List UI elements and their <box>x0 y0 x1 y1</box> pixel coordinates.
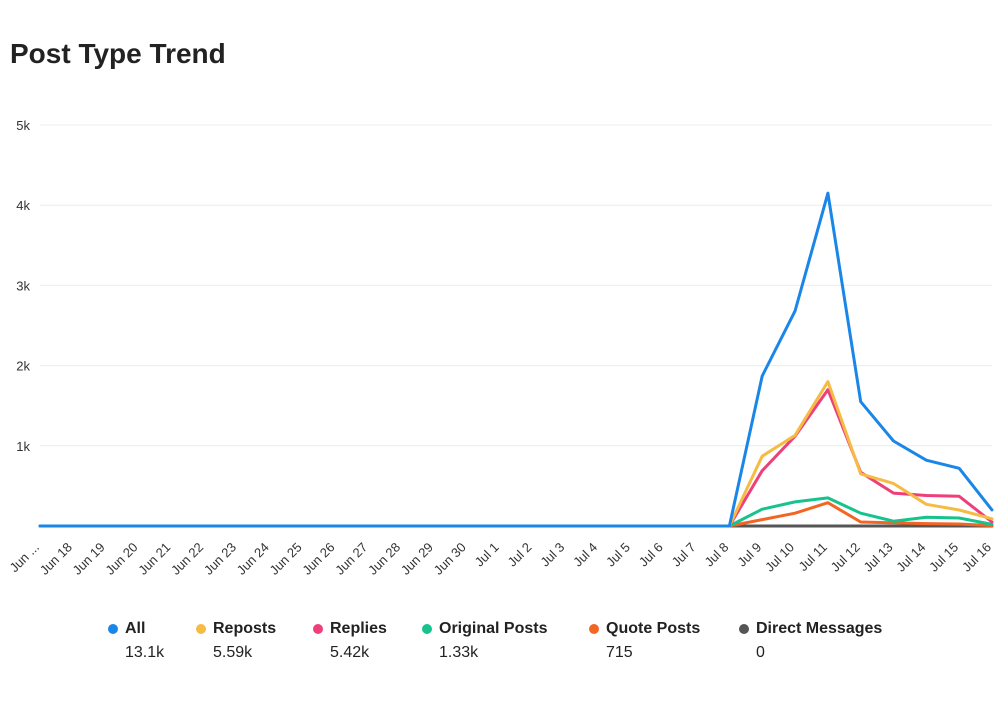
legend-dot-icon <box>313 624 323 634</box>
x-tick-label: Jun 30 <box>431 540 469 578</box>
legend-dot-icon <box>108 624 118 634</box>
legend-label: Reposts <box>213 620 277 637</box>
x-tick-label: Jul 8 <box>701 540 731 570</box>
x-tick-label: Jul 3 <box>537 540 567 570</box>
legend-dot-icon <box>739 624 749 634</box>
legend-item-all[interactable]: All 13.1k <box>108 620 164 662</box>
x-tick-label: Jul 5 <box>603 540 633 570</box>
x-tick-label: Jun ... <box>6 540 42 576</box>
y-tick-label: 5k <box>16 118 30 133</box>
legend-label: Direct Messages <box>756 620 883 637</box>
legend-item-original-posts[interactable]: Original Posts 1.33k <box>422 620 547 662</box>
x-tick-label: Jul 4 <box>570 540 600 570</box>
legend-label: Quote Posts <box>606 620 701 637</box>
x-tick-label: Jul 16 <box>959 540 994 575</box>
x-tick-label: Jun 20 <box>102 540 140 578</box>
legend-total: 0 <box>756 644 765 661</box>
legend-label: All <box>125 620 146 637</box>
x-tick-label: Jun 26 <box>299 540 337 578</box>
y-tick-label: 1k <box>16 439 30 454</box>
series-line-replies <box>38 388 994 528</box>
x-tick-label: Jul 9 <box>734 540 764 570</box>
legend-item-reposts[interactable]: Reposts 5.59k <box>196 620 276 662</box>
legend-label: Replies <box>330 620 387 637</box>
x-tick-label: Jul 2 <box>505 540 535 570</box>
legend-total: 5.42k <box>330 644 370 661</box>
legend: All 13.1k Reposts 5.59k Replies 5.42k Original… <box>0 620 1006 670</box>
y-tick-label: 4k <box>16 198 30 213</box>
x-tick-label: Jul 14 <box>893 540 928 575</box>
legend-label: Original Posts <box>439 620 548 637</box>
x-tick-label: Jul 12 <box>828 540 863 575</box>
x-tick-label: Jul 6 <box>636 540 666 570</box>
legend-total: 5.59k <box>213 644 253 661</box>
x-tick-label: Jul 15 <box>926 540 961 575</box>
x-tick-label: Jul 10 <box>762 540 797 575</box>
legend-dot-icon <box>589 624 599 634</box>
x-tick-label: Jun 22 <box>168 540 206 578</box>
y-tick-label: 3k <box>16 278 30 293</box>
x-tick-label: Jun 29 <box>398 540 436 578</box>
series-lines <box>38 191 994 528</box>
y-axis-ticks: 1k 2k 3k 4k 5k <box>16 118 30 454</box>
x-tick-label: Jun 21 <box>135 540 173 578</box>
series-line-original-posts <box>38 496 994 528</box>
x-tick-label: Jun 28 <box>365 540 403 578</box>
legend-item-direct-messages[interactable]: Direct Messages 0 <box>739 620 882 662</box>
legend-total: 13.1k <box>125 644 165 661</box>
y-tick-label: 2k <box>16 359 30 374</box>
legend-dot-icon <box>196 624 206 634</box>
legend-item-quote-posts[interactable]: Quote Posts 715 <box>589 620 700 662</box>
x-tick-label: Jun 23 <box>201 540 239 578</box>
x-tick-label: Jun 18 <box>37 540 75 578</box>
series-line-reposts <box>38 380 994 528</box>
legend-dot-icon <box>422 624 432 634</box>
legend-total: 715 <box>606 644 633 661</box>
x-tick-label: Jul 11 <box>796 540 830 574</box>
x-tick-label: Jul 7 <box>669 540 699 570</box>
x-tick-label: Jun 25 <box>267 540 305 578</box>
legend-total: 1.33k <box>439 644 479 661</box>
legend-item-replies[interactable]: Replies 5.42k <box>313 620 387 662</box>
chart-title: Post Type Trend <box>10 38 226 69</box>
x-tick-label: Jun 27 <box>332 540 370 578</box>
x-tick-label: Jul 13 <box>860 540 895 575</box>
x-tick-label: Jun 24 <box>234 540 272 578</box>
x-tick-label: Jul 1 <box>472 540 502 570</box>
series-line-all <box>38 191 994 528</box>
x-tick-label: Jun 19 <box>70 540 108 578</box>
